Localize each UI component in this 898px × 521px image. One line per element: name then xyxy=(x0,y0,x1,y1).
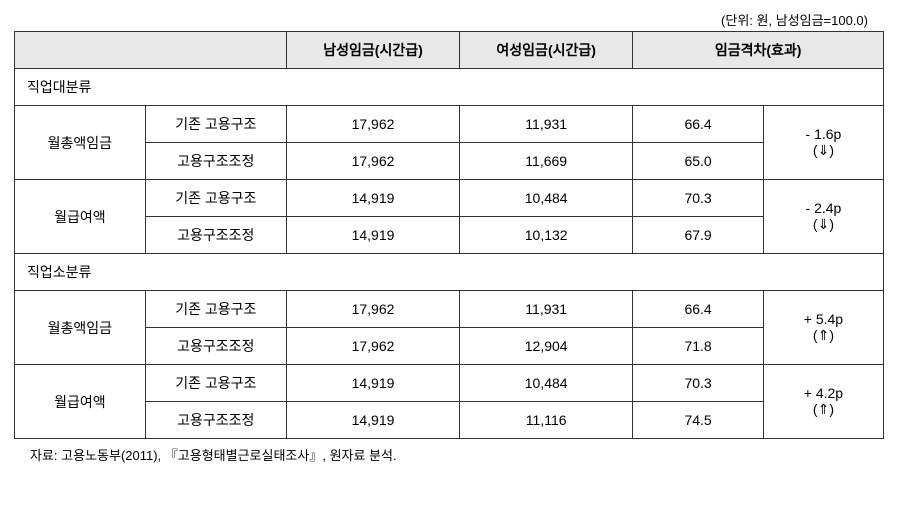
cell-value: 10,484 xyxy=(460,365,633,402)
sublabel-adjusted: 고용구조조정 xyxy=(145,143,286,180)
table-row: 월총액임금 기존 고용구조 17,962 11,931 66.4 + 5.4p … xyxy=(15,291,884,328)
header-male-wage: 남성임금(시간급) xyxy=(286,32,459,69)
effect-cell: + 5.4p (⇑) xyxy=(763,291,883,365)
row-label-monthly-salary: 월급여액 xyxy=(15,180,146,254)
effect-value: + 5.4p xyxy=(804,311,843,327)
table-row: 월급여액 기존 고용구조 14,919 10,484 70.3 + 4.2p (… xyxy=(15,365,884,402)
cell-value: 14,919 xyxy=(286,180,459,217)
section-major-row: 직업대분류 xyxy=(15,69,884,106)
cell-value: 12,904 xyxy=(460,328,633,365)
table-row: 고용구조조정 14,919 10,132 67.9 xyxy=(15,217,884,254)
cell-value: 17,962 xyxy=(286,143,459,180)
cell-value: 67.9 xyxy=(633,217,764,254)
cell-value: 11,116 xyxy=(460,402,633,439)
header-blank xyxy=(15,32,287,69)
cell-value: 14,919 xyxy=(286,217,459,254)
cell-value: 74.5 xyxy=(633,402,764,439)
effect-arrow: (⇑) xyxy=(813,401,834,417)
header-row: 남성임금(시간급) 여성임금(시간급) 임금격차(효과) xyxy=(15,32,884,69)
cell-value: 66.4 xyxy=(633,106,764,143)
cell-value: 10,484 xyxy=(460,180,633,217)
sublabel-existing: 기존 고용구조 xyxy=(145,365,286,402)
table-row: 고용구조조정 17,962 12,904 71.8 xyxy=(15,328,884,365)
sublabel-existing: 기존 고용구조 xyxy=(145,106,286,143)
sublabel-adjusted: 고용구조조정 xyxy=(145,402,286,439)
table-row: 고용구조조정 14,919 11,116 74.5 xyxy=(15,402,884,439)
table-row: 월급여액 기존 고용구조 14,919 10,484 70.3 - 2.4p (… xyxy=(15,180,884,217)
section-major-label: 직업대분류 xyxy=(15,69,884,106)
effect-value: - 1.6p xyxy=(806,126,842,142)
cell-value: 11,931 xyxy=(460,291,633,328)
effect-cell: - 1.6p (⇓) xyxy=(763,106,883,180)
sublabel-existing: 기존 고용구조 xyxy=(145,291,286,328)
effect-cell: - 2.4p (⇓) xyxy=(763,180,883,254)
row-label-monthly-salary: 월급여액 xyxy=(15,365,146,439)
cell-value: 17,962 xyxy=(286,328,459,365)
source-note: 자료: 고용노동부(2011), 『고용형태별근로실태조사』, 원자료 분석. xyxy=(10,445,888,464)
cell-value: 14,919 xyxy=(286,402,459,439)
row-label-monthly-total: 월총액임금 xyxy=(15,106,146,180)
cell-value: 11,669 xyxy=(460,143,633,180)
table-row: 고용구조조정 17,962 11,669 65.0 xyxy=(15,143,884,180)
header-female-wage: 여성임금(시간급) xyxy=(460,32,633,69)
cell-value: 66.4 xyxy=(633,291,764,328)
section-minor-row: 직업소분류 xyxy=(15,254,884,291)
sublabel-adjusted: 고용구조조정 xyxy=(145,328,286,365)
cell-value: 11,931 xyxy=(460,106,633,143)
cell-value: 70.3 xyxy=(633,365,764,402)
cell-value: 65.0 xyxy=(633,143,764,180)
cell-value: 70.3 xyxy=(633,180,764,217)
wage-gap-table: 남성임금(시간급) 여성임금(시간급) 임금격차(효과) 직업대분류 월총액임금… xyxy=(14,31,884,439)
section-minor-label: 직업소분류 xyxy=(15,254,884,291)
effect-value: + 4.2p xyxy=(804,385,843,401)
table-row: 월총액임금 기존 고용구조 17,962 11,931 66.4 - 1.6p … xyxy=(15,106,884,143)
cell-value: 10,132 xyxy=(460,217,633,254)
row-label-monthly-total: 월총액임금 xyxy=(15,291,146,365)
effect-arrow: (⇓) xyxy=(813,142,834,158)
effect-arrow: (⇑) xyxy=(813,327,834,343)
cell-value: 17,962 xyxy=(286,106,459,143)
effect-value: - 2.4p xyxy=(806,200,842,216)
cell-value: 14,919 xyxy=(286,365,459,402)
sublabel-adjusted: 고용구조조정 xyxy=(145,217,286,254)
cell-value: 17,962 xyxy=(286,291,459,328)
effect-cell: + 4.2p (⇑) xyxy=(763,365,883,439)
header-wage-gap: 임금격차(효과) xyxy=(633,32,884,69)
cell-value: 71.8 xyxy=(633,328,764,365)
sublabel-existing: 기존 고용구조 xyxy=(145,180,286,217)
unit-label: (단위: 원, 남성임금=100.0) xyxy=(10,10,888,29)
effect-arrow: (⇓) xyxy=(813,216,834,232)
